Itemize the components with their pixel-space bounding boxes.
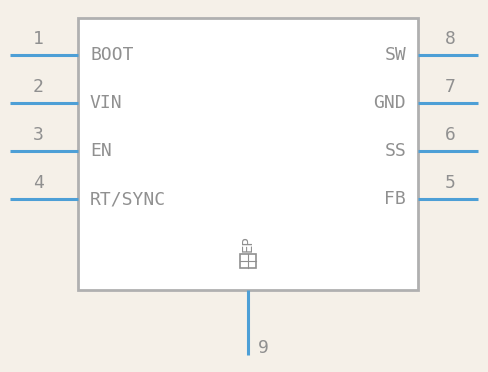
Text: SW: SW — [384, 46, 406, 64]
Text: 9: 9 — [258, 339, 269, 357]
Text: 5: 5 — [445, 174, 455, 192]
Text: SS: SS — [384, 142, 406, 160]
Text: 1: 1 — [33, 30, 43, 48]
Text: EP: EP — [241, 235, 255, 252]
Text: 8: 8 — [445, 30, 455, 48]
Text: 7: 7 — [445, 78, 455, 96]
Text: RT/SYNC: RT/SYNC — [90, 190, 166, 208]
Text: VIN: VIN — [90, 94, 122, 112]
Text: EN: EN — [90, 142, 112, 160]
Bar — [240, 254, 256, 268]
Bar — [78, 18, 418, 290]
Text: BOOT: BOOT — [90, 46, 134, 64]
Text: 6: 6 — [445, 126, 455, 144]
Text: 2: 2 — [33, 78, 43, 96]
Text: 4: 4 — [33, 174, 43, 192]
Text: GND: GND — [373, 94, 406, 112]
Text: 3: 3 — [33, 126, 43, 144]
Text: FB: FB — [384, 190, 406, 208]
